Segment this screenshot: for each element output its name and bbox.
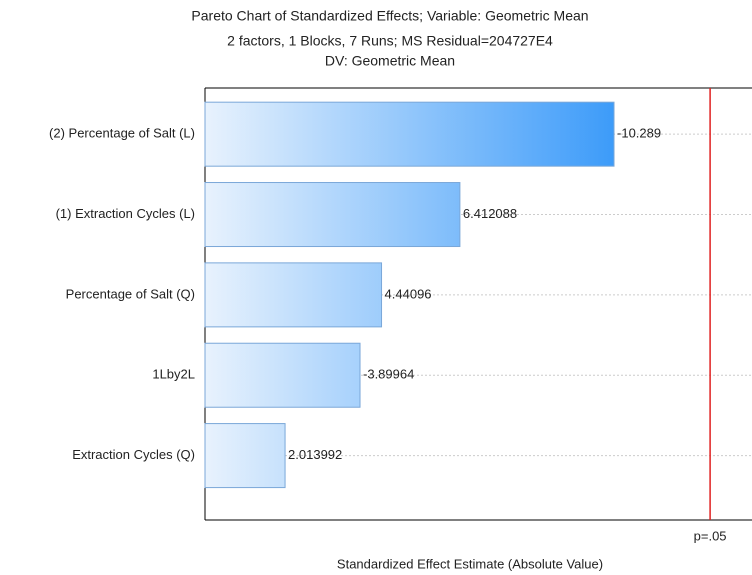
bar xyxy=(204,262,383,328)
y-tick-label: Extraction Cycles (Q) xyxy=(72,447,195,462)
data-label: 4.44096 xyxy=(385,286,432,301)
bar xyxy=(204,101,615,167)
y-tick-label: (1) Extraction Cycles (L) xyxy=(56,206,195,221)
chart-title: Pareto Chart of Standardized Effects; Va… xyxy=(191,8,588,24)
data-label: 6.412088 xyxy=(463,206,517,221)
chart-subtitle: DV: Geometric Mean xyxy=(325,53,455,69)
data-label: -10.289 xyxy=(617,126,661,141)
chart-subtitle: 2 factors, 1 Blocks, 7 Runs; MS Residual… xyxy=(227,33,553,49)
y-tick-label: 1Lby2L xyxy=(152,367,195,382)
bar xyxy=(204,342,361,408)
data-label: 2.013992 xyxy=(288,447,342,462)
x-axis-label: Standardized Effect Estimate (Absolute V… xyxy=(337,556,603,571)
reference-label: p=.05 xyxy=(694,528,727,543)
data-label: -3.89964 xyxy=(363,367,414,382)
y-tick-label: Percentage of Salt (Q) xyxy=(66,286,195,301)
bar xyxy=(204,423,286,489)
y-tick-label: (2) Percentage of Salt (L) xyxy=(49,126,195,141)
bar xyxy=(204,182,461,248)
